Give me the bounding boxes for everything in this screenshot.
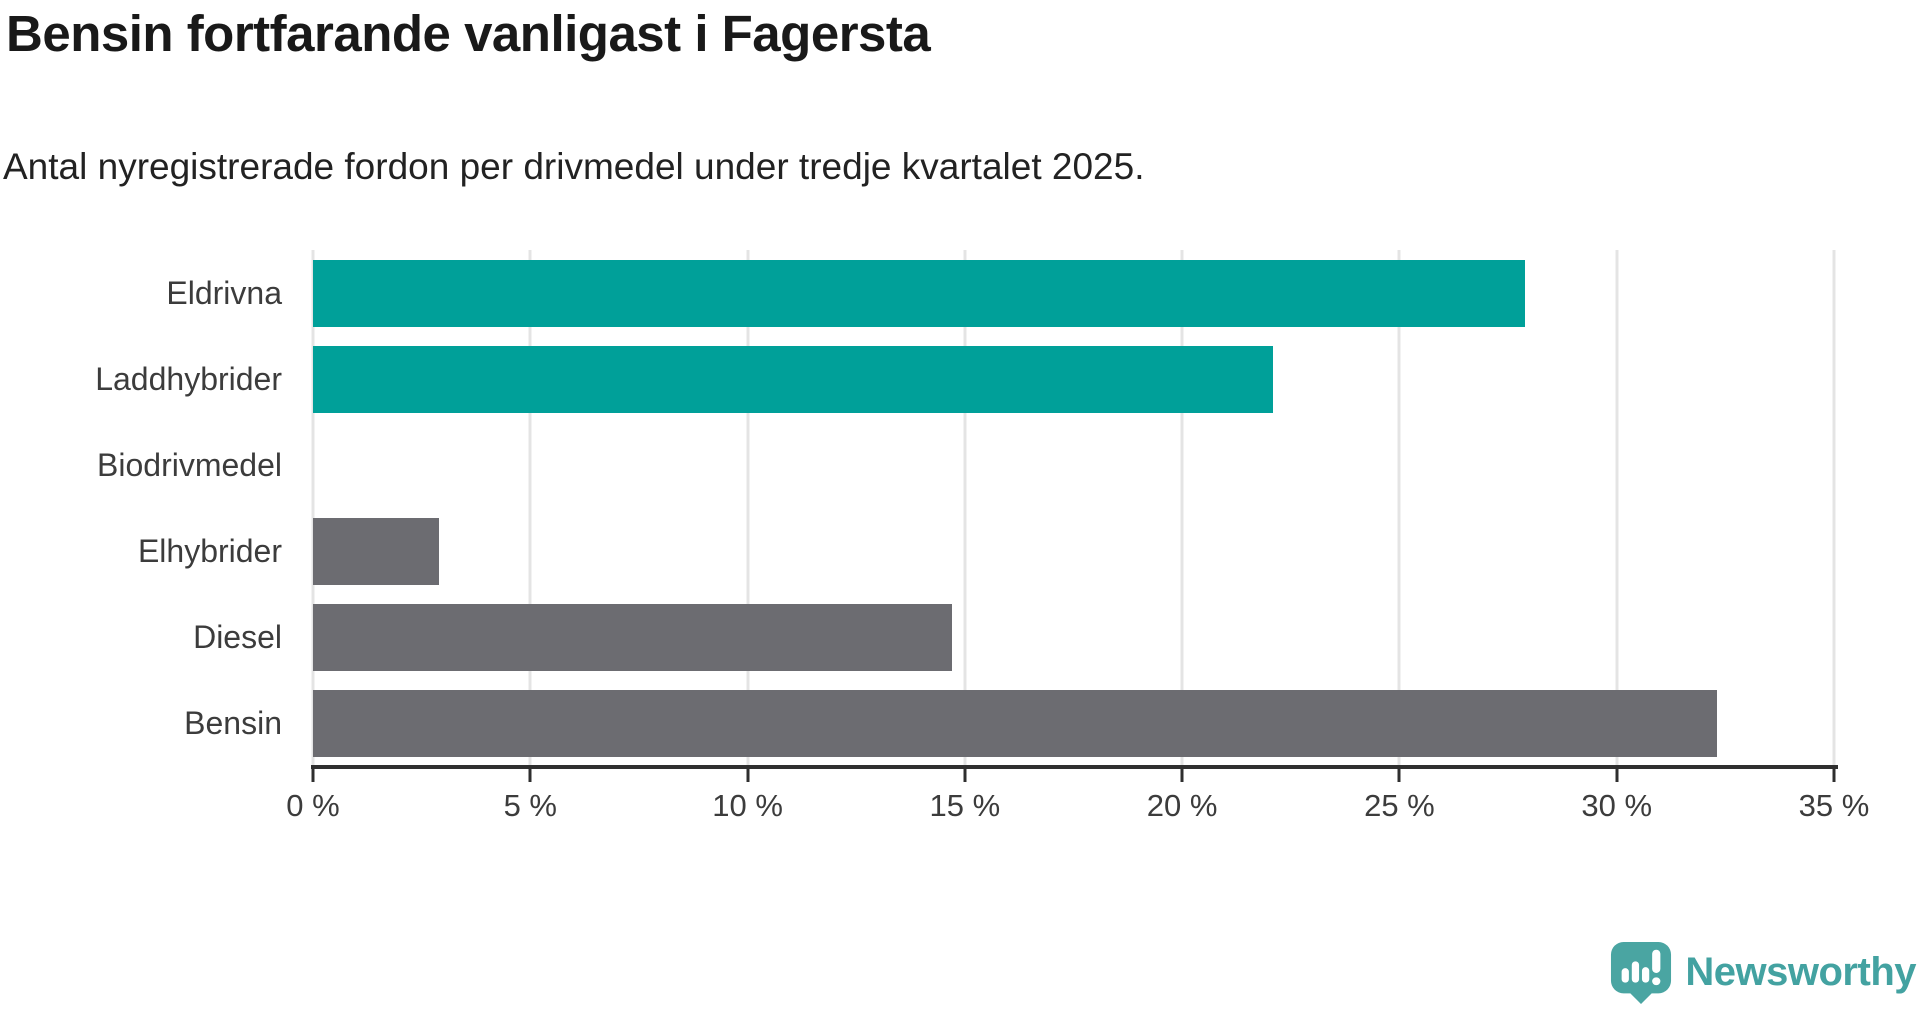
x-axis-tick [311,769,315,782]
gridline [746,250,750,765]
gridline [1397,250,1401,765]
gridline [963,250,967,765]
gridline [1615,250,1619,765]
x-axis-tick [528,769,532,782]
chart-row: Laddhybrider [0,336,1834,422]
category-label: Bensin [184,705,282,742]
category-label: Elhybrider [137,533,282,570]
x-axis-tick [1615,769,1619,782]
newsworthy-logo: Newsworthy [1610,941,1916,1004]
x-axis-tick-labels: 0 % 5 % 10 % 15 % 20 % 25 % 30 % 35 % [286,788,1869,830]
bar-eldrivna [313,259,1526,327]
page-title: Bensin fortfarande vanligast i Fagersta [6,5,931,62]
x-axis-line [311,765,1838,769]
bar-chart: Eldrivna Laddhybrider Biodrivmedel Elhybrid… [0,250,1834,767]
x-axis-tick [1397,769,1401,782]
gridline [1832,250,1836,765]
bar-laddhybrider [313,345,1274,413]
page-subtitle: Antal nyregistrerade fordon per drivmede… [3,146,1145,187]
newsworthy-logo-text: Newsworthy [1685,950,1916,994]
x-axis-tick-label: 35 % [1798,788,1870,823]
gridline [311,250,315,765]
category-label: Biodrivmedel [97,446,282,483]
x-axis-tick-label: 15 % [929,788,1001,823]
x-axis-tick [746,769,750,782]
bar-diesel [313,604,952,672]
category-label: Laddhybrider [95,360,282,397]
bar-track [313,518,1834,586]
bar-track [313,604,1834,672]
gridline [528,250,532,765]
category-label: Eldrivna [166,274,282,311]
x-axis-tick-label: 10 % [712,788,783,823]
x-axis-tick [1180,769,1184,782]
bar-track [313,345,1834,413]
bar-track [313,690,1834,758]
x-axis-tick-label: 20 % [1146,788,1218,823]
x-axis-tick-label: 30 % [1581,788,1653,823]
newsworthy-logo-icon [1611,941,1672,1004]
gridline [1180,250,1184,765]
bar-bensin [313,690,1717,758]
x-axis-ticks [311,769,1836,783]
x-axis-tick [1832,769,1836,782]
x-axis-tick-label: 5 % [503,788,557,823]
chart-row: Diesel [0,595,1834,681]
chart-row: Eldrivna [0,250,1834,336]
chart-row: Bensin [0,681,1834,767]
category-label: Diesel [193,619,282,656]
chart-row: Elhybrider [0,509,1834,595]
gridline-layer [311,250,1836,765]
x-axis-tick-label: 25 % [1364,788,1435,823]
chart-row: Biodrivmedel [0,422,1834,508]
x-axis-tick-label: 0 % [286,788,340,823]
bar-elhybrider [313,518,440,586]
x-axis-tick [963,769,967,782]
bar-track [313,259,1834,327]
bar-track [313,432,1834,499]
